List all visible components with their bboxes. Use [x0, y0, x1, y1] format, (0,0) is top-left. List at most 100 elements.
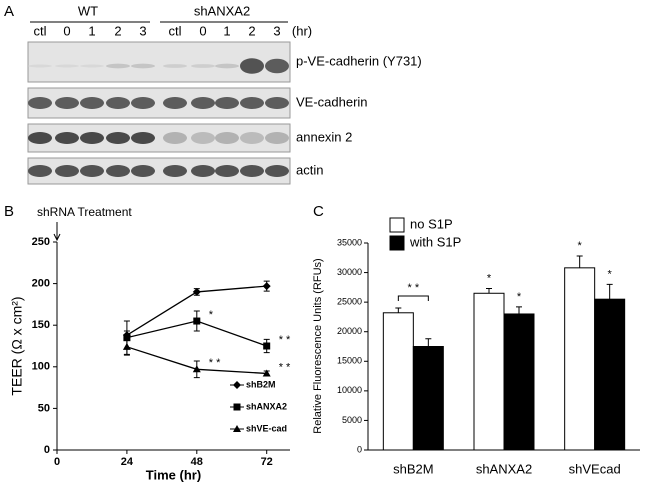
marker — [233, 403, 241, 411]
band — [163, 64, 187, 68]
y-tick-label: 250 — [32, 236, 50, 248]
group-label: shANXA2 — [194, 3, 250, 18]
bar — [473, 292, 505, 451]
bar — [564, 267, 596, 451]
band — [28, 132, 52, 144]
x-tick-label: 24 — [121, 456, 134, 468]
x-tick-label: shB2M — [393, 461, 433, 476]
legend-label: with S1P — [409, 234, 461, 249]
band — [265, 165, 289, 177]
band — [131, 63, 155, 69]
x-tick-label: 72 — [261, 456, 273, 468]
band — [106, 97, 130, 109]
x-tick-label: shANXA2 — [476, 461, 532, 476]
marker — [122, 342, 131, 350]
significance: * * — [209, 357, 221, 369]
y-tick-label: 5000 — [342, 415, 362, 425]
y-axis-label: Relative Fluorescence Units (RFUs) — [312, 258, 324, 433]
x-tick-label: 48 — [191, 456, 203, 468]
blot — [27, 41, 291, 185]
band — [240, 58, 264, 74]
band — [191, 165, 215, 177]
band — [240, 165, 264, 177]
y-tick-label: 10000 — [337, 385, 362, 395]
bar — [412, 346, 444, 451]
legend-label: shB2M — [246, 379, 276, 389]
marker — [262, 369, 271, 377]
y-tick-label: 50 — [38, 402, 50, 414]
arrow — [53, 222, 61, 242]
band — [265, 58, 289, 74]
significance: * * — [279, 334, 291, 346]
band — [163, 165, 187, 177]
lane-label: 0 — [63, 23, 70, 38]
significance: * — [578, 240, 583, 252]
band — [215, 165, 239, 177]
y-tick-label: 15000 — [337, 356, 362, 366]
legend-swatch — [389, 235, 405, 251]
band — [80, 165, 104, 177]
lane-label: 1 — [88, 23, 95, 38]
significance: * — [517, 291, 522, 303]
legend-swatch — [389, 217, 405, 233]
row-label: annexin 2 — [296, 129, 352, 144]
bar — [503, 313, 535, 451]
marker — [262, 282, 271, 291]
x-tick-label: 0 — [54, 456, 60, 468]
unit-label: (hr) — [292, 23, 312, 38]
band — [191, 97, 215, 109]
annotation: shRNA Treatment — [37, 205, 132, 219]
band — [131, 132, 155, 144]
marker — [192, 287, 201, 296]
error-bar — [425, 338, 432, 347]
band — [265, 132, 289, 144]
significance: * — [209, 309, 214, 321]
significance: * * — [279, 361, 291, 373]
band — [215, 132, 239, 144]
bar — [382, 312, 414, 451]
band — [163, 132, 187, 144]
panel-label: C — [313, 203, 324, 220]
band — [80, 132, 104, 144]
band — [215, 63, 239, 69]
band — [55, 97, 79, 109]
band — [28, 165, 52, 177]
y-tick-label: 20000 — [337, 326, 362, 336]
lane-label: ctl — [34, 23, 47, 38]
x-tick-label: shVEcad — [569, 461, 621, 476]
band — [80, 97, 104, 109]
band — [106, 165, 130, 177]
row-label: actin — [296, 162, 323, 177]
band — [131, 165, 155, 177]
bracket — [397, 295, 429, 302]
legend-label: no S1P — [410, 216, 453, 231]
y-tick-label: 30000 — [337, 267, 362, 277]
y-tick-label: 150 — [32, 319, 50, 331]
band — [106, 132, 130, 144]
lane-label: 3 — [273, 23, 280, 38]
y-tick-label: 0 — [357, 444, 362, 454]
lane-label: 1 — [223, 23, 230, 38]
lane-label: ctl — [169, 23, 182, 38]
significance: * * — [408, 282, 420, 294]
band — [131, 97, 155, 109]
x-axis-label: Time (hr) — [146, 467, 201, 482]
row-label: VE-cadherin — [296, 94, 368, 109]
y-tick-label: 25000 — [337, 297, 362, 307]
lane-label: 2 — [248, 23, 255, 38]
band — [163, 97, 187, 109]
band — [28, 97, 52, 109]
band — [215, 97, 239, 109]
band — [55, 64, 79, 68]
band — [80, 64, 104, 68]
bar — [594, 298, 626, 451]
lane-label: 0 — [199, 23, 206, 38]
error-bar — [606, 283, 613, 300]
significance: * — [487, 272, 492, 284]
significance: * — [608, 268, 613, 280]
error-bar — [486, 288, 492, 294]
error-bar — [576, 255, 583, 268]
row-label: p-VE-cadherin (Y731) — [296, 53, 422, 68]
lane-label: 3 — [139, 23, 146, 38]
